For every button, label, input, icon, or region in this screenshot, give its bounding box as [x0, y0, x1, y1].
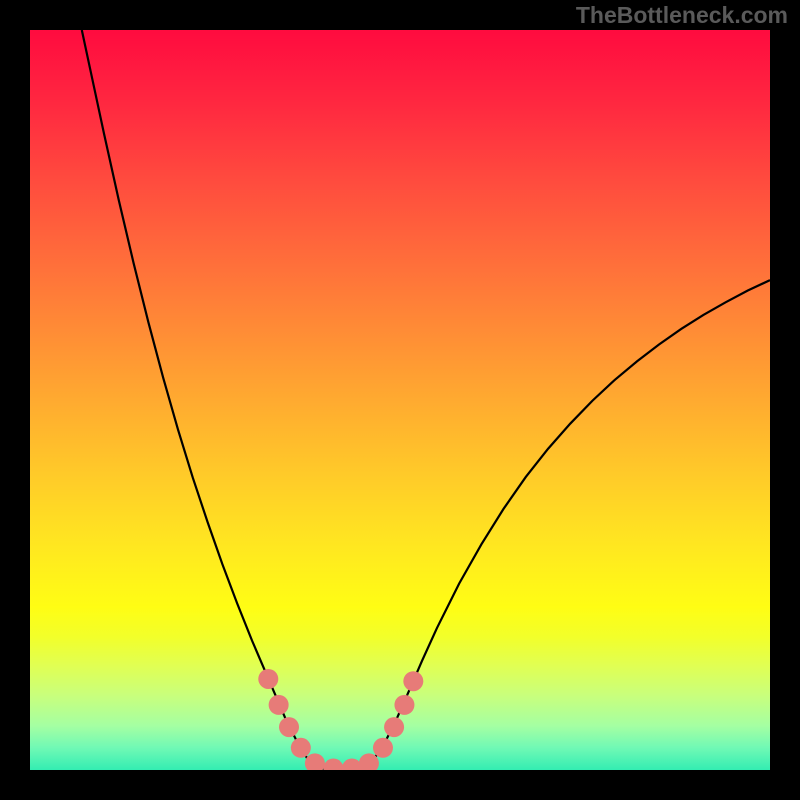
- marker-point: [291, 738, 311, 758]
- marker-point: [323, 759, 343, 770]
- plot-area: [30, 30, 770, 770]
- marker-point: [373, 738, 393, 758]
- marker-point: [269, 695, 289, 715]
- marker-point: [279, 717, 299, 737]
- marker-point: [258, 669, 278, 689]
- marker-point: [342, 759, 362, 770]
- marker-point: [384, 717, 404, 737]
- marker-point: [359, 753, 379, 770]
- marker-point: [305, 753, 325, 770]
- marker-point: [403, 671, 423, 691]
- marker-point: [394, 695, 414, 715]
- markers-layer: [30, 30, 770, 770]
- watermark-text: TheBottleneck.com: [576, 2, 788, 29]
